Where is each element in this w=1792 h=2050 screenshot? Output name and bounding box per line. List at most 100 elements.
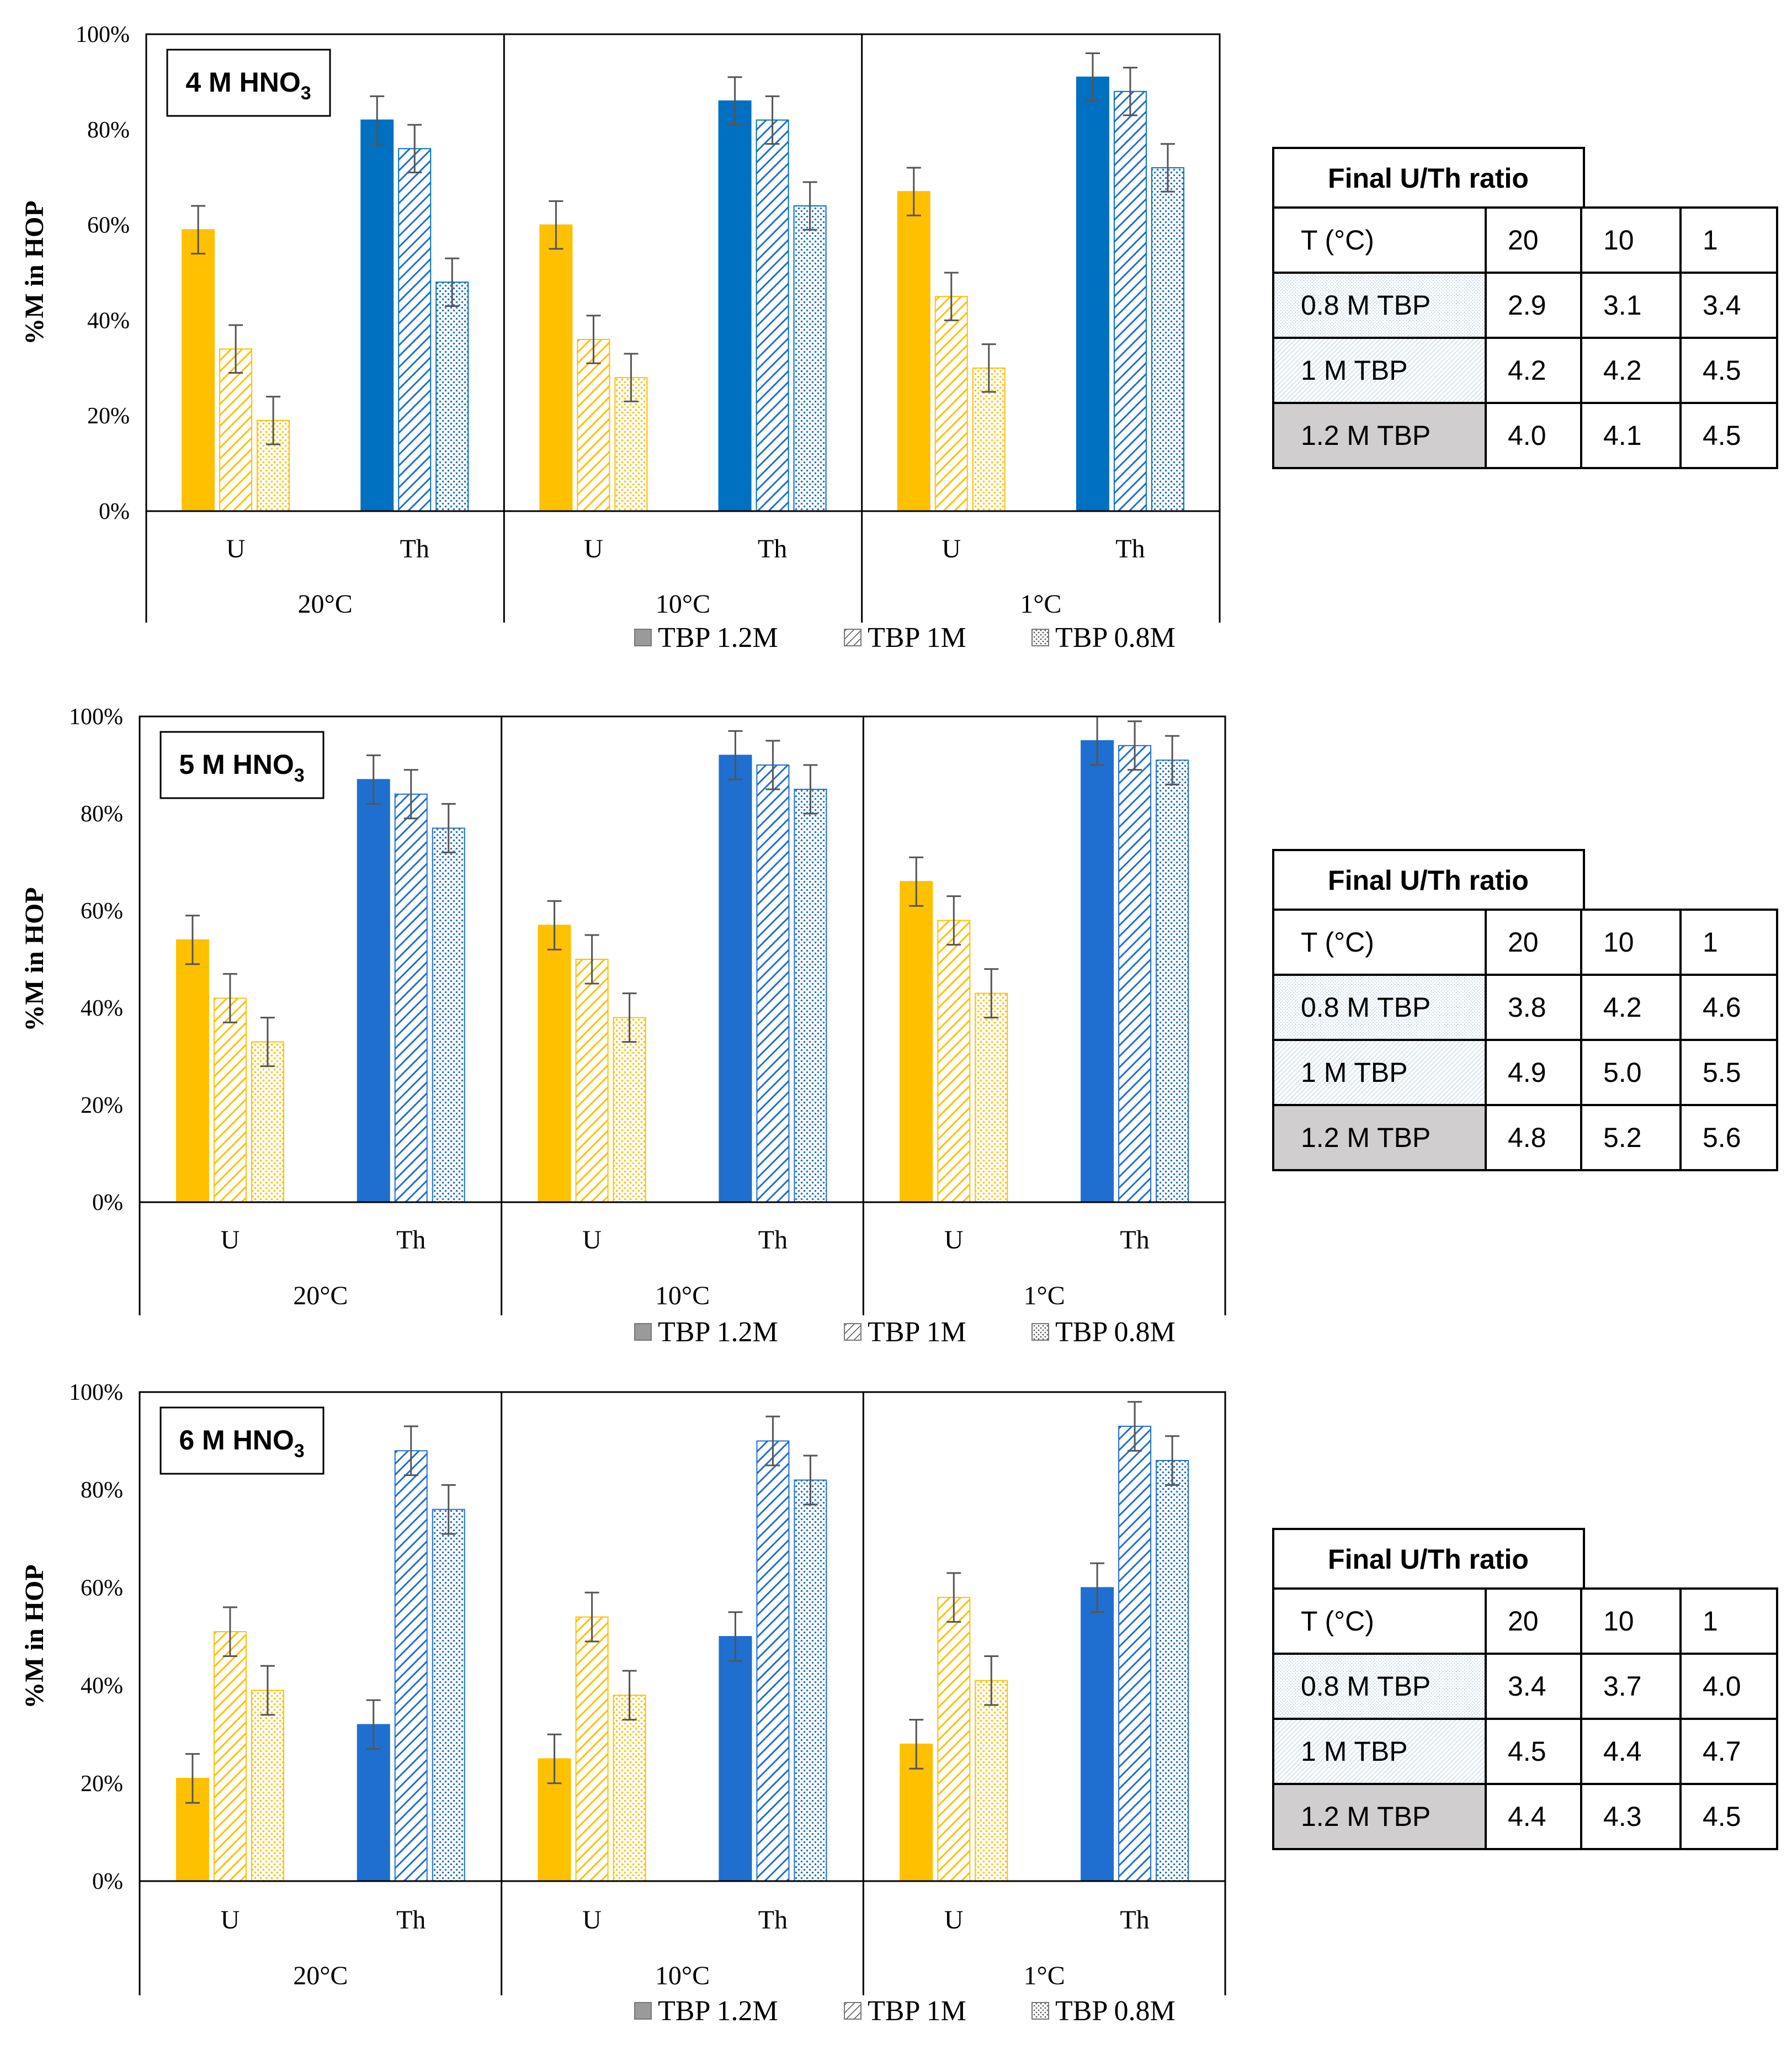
bar-20C-Th-TBP-1.2M bbox=[357, 1724, 390, 1882]
bar-20C-U-TBP-1.2M bbox=[176, 939, 209, 1203]
ratio-table-cell bbox=[1485, 974, 1582, 1041]
legend-swatch-dots bbox=[1031, 629, 1049, 646]
panel-title-box bbox=[159, 1406, 325, 1475]
error-bar bbox=[622, 1670, 637, 1721]
ratio-table-value: 3.8 bbox=[1508, 992, 1546, 1023]
ratio-table-cell bbox=[1679, 1653, 1778, 1720]
ratio-table-cell bbox=[1272, 1783, 1487, 1850]
category-label-Th: Th bbox=[758, 1225, 788, 1255]
ratio-table-row-label: 1 M TBP bbox=[1301, 1057, 1408, 1088]
panel-title-box bbox=[159, 731, 325, 799]
y-tick-label: 80% bbox=[81, 801, 123, 827]
legend-swatch-solid bbox=[634, 1323, 652, 1341]
ratio-table-value: 5.6 bbox=[1703, 1122, 1741, 1153]
bar-10C-Th-TBP-1M bbox=[756, 119, 789, 512]
category-label-Th: Th bbox=[758, 534, 787, 564]
panel-title-box bbox=[166, 49, 331, 117]
category-label-U: U bbox=[221, 1905, 240, 1935]
group-label-temperature: 10°C bbox=[655, 1961, 710, 1990]
error-bar bbox=[906, 167, 921, 216]
ratio-table-title: Final U/Th ratio bbox=[1328, 163, 1529, 194]
bar-1C-U-TBP-1M bbox=[937, 920, 971, 1203]
y-tick-label: 100% bbox=[76, 22, 130, 47]
bar-10C-U-TBP-1.2M bbox=[538, 925, 571, 1203]
error-bar bbox=[403, 1425, 418, 1477]
ratio-table-value: 4.5 bbox=[1703, 1801, 1741, 1832]
ratio-table-value: 4.5 bbox=[1703, 420, 1741, 451]
bar-10C-Th-TBP-1.2M bbox=[719, 1636, 752, 1882]
y-tick-label: 100% bbox=[69, 1380, 123, 1405]
ratio-table-header: 1 bbox=[1703, 927, 1718, 958]
panel-title: 5 M HNO3 bbox=[179, 749, 304, 786]
bar-10C-Th-TBP-1M bbox=[756, 764, 790, 1203]
chart-panel-2: 0% 20% 40% 60% 80% 100% %M in HOP U Th 20°C U Th 10°… bbox=[20, 704, 1778, 1348]
group-label-temperature: 20°C bbox=[298, 589, 353, 619]
ratio-table-cell bbox=[1272, 402, 1487, 469]
error-bar bbox=[260, 1017, 275, 1068]
error-bar bbox=[1165, 735, 1180, 785]
legend-label: TBP 1M bbox=[868, 1995, 966, 2027]
category-label-U: U bbox=[221, 1225, 240, 1255]
legend-label: TBP 1.2M bbox=[658, 1316, 778, 1348]
panel-title-main: 6 M HNO bbox=[179, 1425, 294, 1456]
ratio-table-cell bbox=[1485, 1587, 1582, 1655]
bar-1C-Th-TBP-1.2M bbox=[1081, 740, 1114, 1203]
legend-swatch-solid bbox=[634, 629, 652, 646]
ratio-table-cell bbox=[1272, 337, 1487, 404]
error-bar bbox=[728, 1611, 743, 1662]
group-label-temperature: 1°C bbox=[1020, 589, 1061, 619]
y-tick-label: 20% bbox=[81, 1093, 123, 1118]
legend-swatch-dots bbox=[1031, 1323, 1049, 1341]
error-bar bbox=[727, 76, 742, 126]
bar-10C-Th-TBP-1M bbox=[756, 1440, 790, 1882]
ratio-table-cell bbox=[1679, 1783, 1778, 1850]
group-label-temperature: 1°C bbox=[1024, 1961, 1065, 1990]
error-bar bbox=[366, 754, 381, 805]
legend-label: TBP 1M bbox=[868, 1316, 966, 1348]
error-bar bbox=[765, 740, 780, 790]
y-axis-title: %M in HOP bbox=[20, 1564, 49, 1708]
ratio-table-cell bbox=[1485, 1783, 1582, 1850]
category-label-U: U bbox=[944, 1225, 964, 1255]
error-bar bbox=[584, 1591, 599, 1643]
y-tick-label: 40% bbox=[81, 1674, 123, 1699]
y-tick-label: 40% bbox=[87, 308, 130, 333]
ratio-table-header: 20 bbox=[1508, 1606, 1539, 1637]
bar-20C-Th-TBP-1M bbox=[394, 793, 428, 1203]
category-label-U: U bbox=[942, 534, 961, 564]
panel-title-subscript: 3 bbox=[301, 83, 311, 104]
bar-20C-Th-TBP-1.2M bbox=[357, 779, 390, 1203]
ratio-table-cell bbox=[1679, 974, 1778, 1041]
error-bar bbox=[185, 915, 200, 965]
category-label-Th: Th bbox=[400, 534, 429, 564]
panel-title-subscript: 3 bbox=[294, 765, 305, 786]
ratio-table-value: 2.9 bbox=[1508, 290, 1546, 321]
ratio-table-value: 4.9 bbox=[1508, 1057, 1546, 1088]
plot-frame bbox=[139, 1391, 1226, 1882]
group-label-temperature: 20°C bbox=[293, 1281, 348, 1310]
ratio-table-cell bbox=[1679, 402, 1778, 469]
y-axis-title: %M in HOP bbox=[20, 200, 49, 344]
bar-1C-Th-TBP-0.8M bbox=[1151, 167, 1184, 512]
ratio-table-value: 4.2 bbox=[1508, 355, 1546, 386]
legend-label: TBP 0.8M bbox=[1055, 1316, 1176, 1348]
ratio-table-value: 4.6 bbox=[1703, 992, 1741, 1023]
ratio-table-row-label: 0.8 M TBP bbox=[1301, 1671, 1431, 1702]
bar-10C-U-TBP-1.2M bbox=[539, 224, 573, 512]
ratio-table-cell bbox=[1679, 1104, 1778, 1171]
y-tick-label: 40% bbox=[81, 996, 123, 1021]
ratio-table-cell bbox=[1272, 1718, 1487, 1785]
ratio-table-row-label: 1 M TBP bbox=[1301, 1736, 1408, 1767]
bar-1C-Th-TBP-1M bbox=[1118, 1426, 1152, 1882]
bar-10C-Th-TBP-1.2M bbox=[718, 100, 752, 512]
ratio-table-cell bbox=[1679, 1039, 1778, 1106]
ratio-table-cell bbox=[1485, 909, 1582, 976]
error-bar bbox=[403, 769, 418, 820]
error-bar bbox=[441, 803, 456, 853]
ratio-table-title: Final U/Th ratio bbox=[1328, 1544, 1529, 1575]
ratio-table-cell bbox=[1272, 1587, 1487, 1655]
category-label-U: U bbox=[582, 1225, 602, 1255]
ratio-table-cell bbox=[1679, 1587, 1778, 1655]
ratio-table: Final U/Th ratio T (°C) 20 10 1 0.8 M TBP 3.8 4… bbox=[1272, 849, 1778, 1171]
